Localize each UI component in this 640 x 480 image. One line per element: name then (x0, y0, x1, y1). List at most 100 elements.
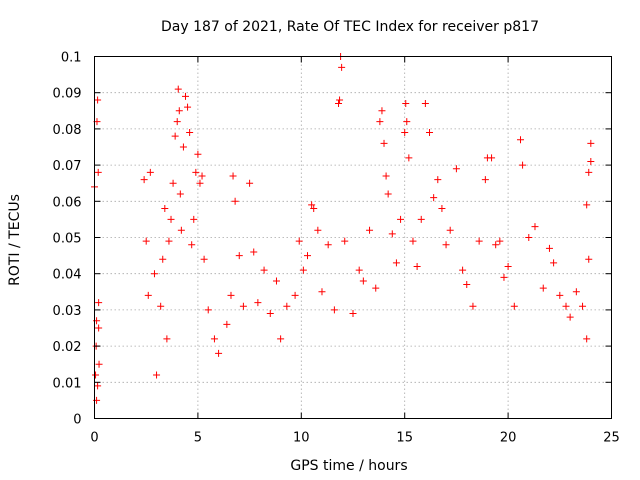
data-point (94, 96, 102, 104)
data-point (442, 241, 450, 249)
data-point (587, 157, 595, 165)
x-tick-label: 5 (194, 431, 202, 446)
data-point (171, 132, 179, 140)
data-point (401, 129, 409, 137)
data-point (260, 266, 268, 274)
x-tick-label: 15 (396, 431, 413, 446)
data-point (382, 172, 390, 180)
data-point (153, 371, 161, 379)
x-tick-label: 25 (603, 431, 620, 446)
data-point (94, 382, 102, 390)
data-point (198, 172, 206, 180)
data-point (421, 100, 429, 108)
data-point (310, 205, 318, 213)
data-point (417, 215, 425, 223)
data-point (430, 194, 438, 202)
data-point (161, 205, 169, 213)
data-point (583, 335, 591, 343)
data-point (277, 335, 285, 343)
data-point (173, 118, 181, 126)
data-point (175, 107, 183, 115)
data-point (196, 179, 204, 187)
tick-marks (94, 56, 612, 419)
data-point (336, 96, 344, 104)
data-point (184, 103, 192, 111)
data-point (446, 226, 454, 234)
data-point (169, 179, 177, 187)
data-point (92, 371, 100, 379)
data-point (157, 302, 165, 310)
data-point (384, 190, 392, 198)
data-point (192, 168, 200, 176)
data-point (165, 237, 173, 245)
data-point (146, 168, 154, 176)
data-point (539, 284, 547, 292)
data-point (531, 223, 539, 231)
data-point (291, 291, 299, 299)
y-tick-label: 0.1 (61, 51, 82, 66)
data-point (402, 100, 410, 108)
data-point (150, 270, 158, 278)
data-point (349, 310, 357, 318)
x-axis-label: GPS time / hours (290, 458, 407, 474)
data-point (583, 201, 591, 209)
data-point (488, 154, 496, 162)
data-point (504, 262, 512, 270)
grid (94, 56, 612, 419)
data-point (295, 237, 303, 245)
data-point (459, 266, 467, 274)
data-point (366, 226, 374, 234)
data-point (550, 259, 558, 267)
data-point (500, 273, 508, 281)
data-point (250, 248, 258, 256)
data-point (144, 291, 152, 299)
data-point (566, 313, 574, 321)
plot-frame (94, 56, 612, 419)
data-point (496, 237, 504, 245)
data-point (492, 241, 500, 249)
data-point (392, 259, 400, 267)
data-point (469, 302, 477, 310)
data-point (266, 310, 274, 318)
data-points (91, 53, 595, 404)
data-point (324, 241, 332, 249)
data-point (176, 190, 184, 198)
data-point (95, 324, 103, 332)
y-tick-label: 0.06 (53, 195, 82, 210)
y-tick-label: 0.01 (53, 376, 82, 391)
data-point (413, 262, 421, 270)
data-point (229, 172, 237, 180)
data-point (94, 168, 102, 176)
data-point (562, 302, 570, 310)
data-point (438, 205, 446, 213)
data-point (372, 284, 380, 292)
data-point (215, 349, 223, 357)
data-point (405, 154, 413, 162)
data-point (186, 129, 194, 137)
data-point (517, 136, 525, 144)
data-point (545, 244, 553, 252)
x-tick-label: 0 (90, 431, 98, 446)
data-point (359, 277, 367, 285)
data-point (585, 255, 593, 263)
data-point (335, 100, 343, 108)
y-tick-label: 0.05 (53, 232, 82, 247)
data-point (380, 139, 388, 147)
data-point (159, 255, 167, 263)
data-point (204, 306, 212, 314)
data-point (330, 306, 338, 314)
data-point (314, 226, 322, 234)
data-point (95, 360, 103, 368)
data-point (463, 281, 471, 289)
data-point (556, 291, 564, 299)
data-point (510, 302, 518, 310)
data-point (194, 150, 202, 158)
data-point (210, 335, 218, 343)
data-point (167, 215, 175, 223)
data-point (397, 215, 405, 223)
data-point (475, 237, 483, 245)
data-point (283, 302, 291, 310)
data-point (200, 255, 208, 263)
data-point (426, 129, 434, 137)
